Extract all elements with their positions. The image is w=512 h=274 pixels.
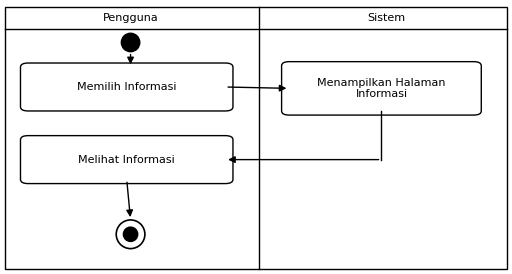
Text: Sistem: Sistem: [368, 13, 406, 23]
Text: Menampilkan Halaman
Informasi: Menampilkan Halaman Informasi: [317, 78, 445, 99]
Ellipse shape: [116, 220, 145, 249]
Text: Memilih Informasi: Memilih Informasi: [77, 82, 177, 92]
Text: Melihat Informasi: Melihat Informasi: [78, 155, 175, 165]
Ellipse shape: [123, 227, 138, 241]
FancyBboxPatch shape: [282, 62, 481, 115]
FancyBboxPatch shape: [20, 63, 233, 111]
Text: Pengguna: Pengguna: [103, 13, 158, 23]
Ellipse shape: [121, 33, 140, 52]
FancyBboxPatch shape: [20, 136, 233, 184]
